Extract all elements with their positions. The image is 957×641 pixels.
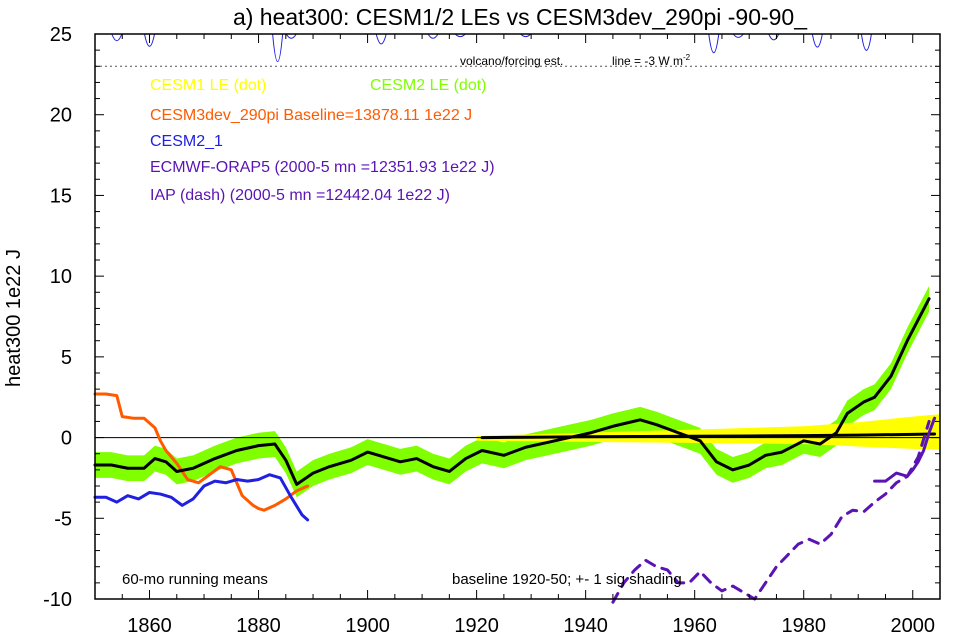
chart-title: a) heat300: CESM1/2 LEs vs CESM3dev_290p… [233,4,808,30]
x-tick-label: 1940 [563,615,608,637]
legend-cesm3dev: CESM3dev_290pi Baseline=13878.11 1e22 J [150,107,472,124]
x-tick-label: 1920 [454,615,499,637]
series-iap [611,419,931,604]
series-ensemble-mean [93,297,931,486]
x-tick-label: 1980 [781,615,826,637]
volcano-line-text: line = -3 W m [612,54,683,68]
x-tick-label: 1960 [672,615,717,637]
y-axis-label: heat300 1e22 J [3,249,25,387]
volcano-line-label: line = -3 W m-2 [612,53,691,68]
x-tick-label: 2000 [890,615,935,637]
volcano-label: volcano/forcing est. [460,54,563,68]
y-tick-label: 25 [50,24,72,46]
legend-ecmwf-orap5: ECMWF-ORAP5 (2000-5 mn =12351.93 1e22 J) [150,159,495,176]
x-tick-label: 1900 [345,615,390,637]
y-tick-label: 5 [61,347,72,369]
series-ecmwf-orap5 [873,416,937,483]
y-tick-label: 15 [50,185,72,207]
baseline-note: baseline 1920-50; +- 1 sig shading [452,571,682,588]
x-tick-label: 1860 [127,615,172,637]
series-cesm3dev-290pi [93,392,310,512]
series-cesm3-baseline-mean [480,432,937,440]
volcano-line-superscript: -2 [683,53,691,62]
legend-cesm2-1: CESM2_1 [150,133,223,150]
y-tick-label: -10 [43,589,72,611]
y-tick-label: 10 [50,266,72,288]
legend-cesm1-le: CESM1 LE (dot) [150,77,266,94]
y-tick-label: -5 [54,508,72,530]
series-cesm2-1 [93,473,310,522]
x-tick-label: 1880 [236,615,281,637]
y-tick-label: 20 [50,105,72,127]
axes: 1860 1880 1900 1920 1940 1960 1980 2000 -10 -5 0 5 1… [43,24,941,637]
legend-cesm2-le: CESM2 LE (dot) [370,77,486,94]
band-cesm2-le [95,285,930,498]
legend-iap: IAP (dash) (2000-5 mn =12442.04 1e22 J) [150,187,450,204]
series-lines [93,297,937,604]
running-mean-note: 60-mo running means [122,571,268,588]
y-tick-label: 0 [61,428,72,450]
plot-frame [94,33,941,600]
